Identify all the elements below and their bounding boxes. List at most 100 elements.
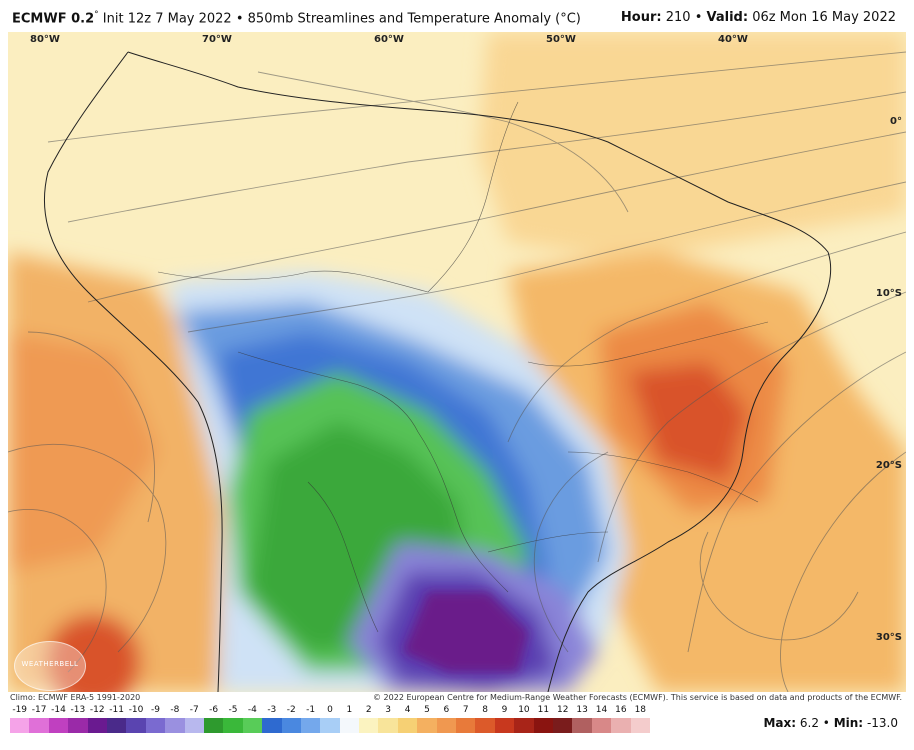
- max-label: Max:: [763, 716, 797, 730]
- color-scale-label: 8: [482, 705, 488, 715]
- latitude-label: 30°S: [875, 632, 902, 643]
- color-scale-label: 6: [443, 705, 450, 715]
- color-scale-swatch: [475, 718, 496, 733]
- color-scale-swatch: [494, 718, 515, 733]
- min-label: Min:: [833, 716, 864, 730]
- streamlines: [8, 51, 906, 692]
- color-scale-label: 0: [327, 705, 333, 715]
- color-scale-label: -9: [150, 705, 160, 715]
- header: ECMWF 0.2° Init 12z 7 May 2022 • 850mb S…: [0, 0, 914, 32]
- weatherbell-logo: WEATHERBELL: [14, 641, 86, 691]
- continent-outline: [43, 51, 832, 692]
- color-scale-swatch: [456, 718, 476, 733]
- color-scale-swatch: [87, 718, 108, 733]
- color-scale-label: -13: [70, 705, 86, 715]
- color-scale-label: 5: [424, 705, 430, 715]
- color-scale-swatch: [572, 718, 593, 733]
- color-scale-swatch: [223, 718, 244, 733]
- max-min-readout: Max: 6.2 • Min: -13.0: [763, 716, 898, 730]
- color-scale-label: -5: [228, 705, 238, 715]
- color-scale-swatch: [262, 718, 282, 733]
- color-scale-swatch: [48, 718, 69, 733]
- color-scale-label: 7: [462, 705, 469, 715]
- color-scale-label: -3: [267, 705, 277, 715]
- color-scale-swatch: [514, 718, 535, 733]
- max-value: 6.2: [799, 716, 819, 730]
- color-scale-swatch: [300, 718, 321, 733]
- bullet: •: [822, 716, 830, 730]
- degree-mark: °: [94, 10, 99, 20]
- latitude-label: 20°S: [875, 460, 902, 471]
- color-scale-label: 10: [518, 705, 530, 715]
- map-title: ECMWF 0.2° Init 12z 7 May 2022 • 850mb S…: [12, 10, 581, 26]
- color-scale-swatch: [242, 718, 263, 733]
- valid-value: 06z Mon 16 May 2022: [752, 10, 896, 25]
- longitude-label: 40°W: [718, 34, 748, 45]
- logo-text: WEATHERBELL: [21, 660, 79, 668]
- color-scale-label: 16: [615, 705, 627, 715]
- temperature-anomaly-map[interactable]: 80°W 70°W 60°W 50°W 40°W 0° 10°S 20°S 30…: [8, 32, 906, 692]
- color-scale-swatch: [359, 718, 379, 733]
- color-scale-label: -7: [189, 705, 199, 715]
- valid-label: Valid:: [706, 10, 749, 25]
- color-scale-swatch: [126, 718, 147, 733]
- color-scale-swatch: [417, 718, 438, 733]
- color-scale-label: 14: [595, 705, 608, 715]
- color-scale-swatch: [533, 718, 554, 733]
- color-scale-swatch: [553, 718, 573, 733]
- longitude-label: 60°W: [374, 34, 404, 45]
- color-scale-swatch: [339, 718, 360, 733]
- model-name: ECMWF 0.2: [12, 11, 95, 27]
- color-scale-label: -2: [286, 705, 296, 715]
- color-scale-swatch: [630, 718, 651, 733]
- color-scale-swatch: [10, 718, 30, 733]
- color-scale-label: 9: [501, 705, 508, 715]
- hour-label: Hour:: [620, 10, 662, 25]
- longitude-label: 80°W: [30, 34, 60, 45]
- color-scale-label: -1: [306, 705, 316, 715]
- color-scale-label: 13: [576, 705, 588, 715]
- color-scale-label: -14: [51, 705, 66, 715]
- map-canvas: [8, 32, 906, 692]
- min-value: -13.0: [866, 716, 898, 730]
- color-scale-swatch: [203, 718, 224, 733]
- color-scale-label: -19: [12, 705, 28, 715]
- color-scale-label: -8: [170, 705, 180, 715]
- cold-core-anomaly: [403, 592, 528, 672]
- color-scale-label: -17: [31, 705, 47, 715]
- copyright-note: © 2022 European Centre for Medium-Range …: [373, 693, 902, 702]
- color-scale-swatch: [106, 718, 127, 733]
- color-scale-swatch: [165, 718, 186, 733]
- color-scale-label: 4: [404, 705, 411, 715]
- color-scale-swatch: [397, 718, 418, 733]
- color-scale-label: 2: [365, 705, 372, 715]
- color-scale-swatch: [320, 718, 341, 733]
- hour-value: 210: [665, 10, 691, 25]
- color-scale-swatch: [591, 718, 612, 733]
- latitude-label: 10°S: [875, 288, 902, 299]
- color-scale-swatch: [184, 718, 205, 733]
- color-scale-label: -12: [89, 705, 105, 715]
- color-scale-label: -10: [128, 705, 144, 715]
- bullet: •: [694, 10, 703, 25]
- longitude-label: 50°W: [546, 34, 576, 45]
- country-borders: [157, 101, 769, 633]
- color-scale-swatch: [281, 718, 302, 733]
- color-scale-label: -4: [247, 705, 257, 715]
- latitude-label: 0°: [890, 116, 902, 127]
- valid-info: Hour: 210 • Valid: 06z Mon 16 May 2022: [621, 10, 896, 25]
- color-scale-swatch: [29, 718, 50, 733]
- color-scale-swatch: [378, 718, 399, 733]
- footer: Climo: ECMWF ERA-5 1991-2020 © 2022 Euro…: [0, 692, 914, 750]
- color-scale-legend: -19 -17 -14 -13 -12 -11 -10 -9 -8 -7 -6 -5 -4 -3 -2 -1 0…: [10, 705, 651, 737]
- color-scale-label: 12: [556, 705, 569, 715]
- color-scale-label: -6: [209, 705, 219, 715]
- color-scale-swatch: [611, 718, 632, 733]
- color-scale-label: 18: [634, 705, 647, 715]
- color-scale-label: 11: [537, 705, 550, 715]
- color-scale-label: 3: [385, 705, 392, 715]
- climo-note: Climo: ECMWF ERA-5 1991-2020: [10, 693, 141, 702]
- product-name: 850mb Streamlines and Temperature Anomal…: [247, 11, 581, 27]
- color-scale-label: 1: [346, 705, 353, 715]
- color-scale-label: -11: [109, 705, 124, 715]
